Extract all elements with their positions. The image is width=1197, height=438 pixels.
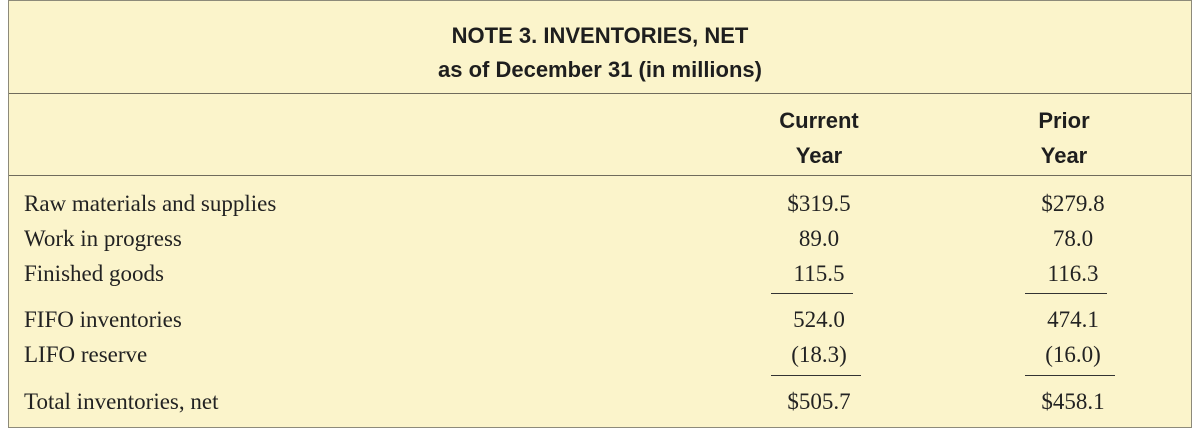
- row-value-prior: $458.1: [1041, 389, 1105, 414]
- row-label: FIFO inventories: [24, 307, 182, 332]
- row-value-current: $319.5: [787, 191, 851, 216]
- table-row-finished-goods: Finished goods 115.5 116.3: [9, 261, 1191, 295]
- row-value-current: 89.0: [798, 226, 840, 251]
- table-row-fifo: FIFO inventories 524.0 474.1: [9, 307, 1191, 341]
- row-label: Finished goods: [24, 261, 164, 286]
- total-underline-prior: [1025, 375, 1115, 376]
- row-value-prior: 78.0: [1052, 226, 1094, 251]
- subtotal-underline-current: [771, 293, 853, 294]
- row-label: Raw materials and supplies: [24, 191, 277, 216]
- column-header-current: Current Year: [749, 103, 889, 173]
- table-row-work-in-progress: Work in progress 89.0 78.0: [9, 226, 1191, 260]
- table-row-lifo-reserve: LIFO reserve (18.3) (16.0): [9, 342, 1191, 376]
- table-row-raw-materials: Raw materials and supplies $319.5 $279.8: [9, 191, 1191, 225]
- table-row-total: Total inventories, net $505.7 $458.1: [9, 389, 1191, 423]
- row-value-prior: 116.3: [1047, 261, 1099, 286]
- row-value-current: 115.5: [793, 261, 845, 286]
- row-value-prior: 474.1: [1047, 307, 1099, 332]
- row-value-current: $505.7: [787, 389, 851, 414]
- column-header-current-line1: Current: [779, 108, 859, 133]
- column-header-prior-line2: Year: [1040, 143, 1088, 168]
- inventory-note-table: NOTE 3. INVENTORIES, NET as of December …: [8, 0, 1192, 428]
- table-header: NOTE 3. INVENTORIES, NET as of December …: [9, 1, 1191, 94]
- row-label: Work in progress: [24, 226, 182, 251]
- table-title: NOTE 3. INVENTORIES, NET: [451, 23, 749, 48]
- table-subtitle: as of December 31 (in millions): [438, 57, 762, 82]
- column-header-current-line2: Year: [795, 143, 843, 168]
- row-value-prior: $279.8: [1041, 191, 1105, 216]
- row-label: Total inventories, net: [24, 389, 219, 414]
- subtotal-underline-prior: [1025, 293, 1107, 294]
- row-value-current: (18.3): [791, 342, 847, 367]
- row-value-current: 524.0: [793, 307, 845, 332]
- header-divider: [9, 175, 1191, 176]
- row-label: LIFO reserve: [24, 342, 148, 367]
- column-header-prior-line1: Prior: [1038, 108, 1090, 133]
- total-underline-current: [771, 375, 861, 376]
- column-header-prior: Prior Year: [1009, 103, 1119, 173]
- row-value-prior: (16.0): [1045, 342, 1101, 367]
